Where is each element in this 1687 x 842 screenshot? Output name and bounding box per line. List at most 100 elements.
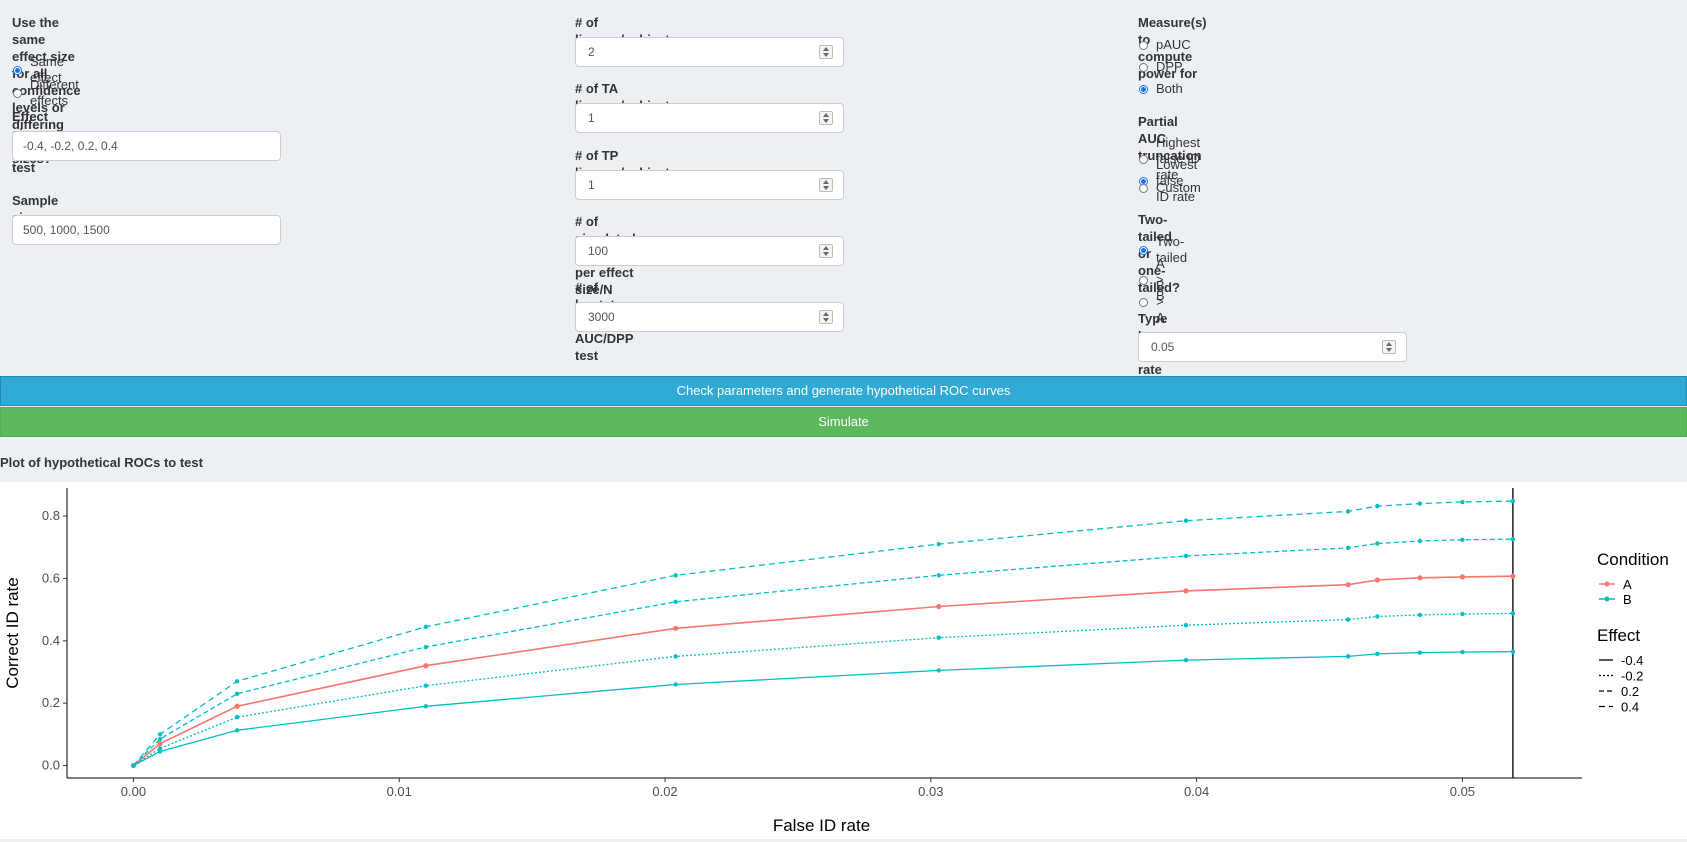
radio-highest-false-id[interactable]: Highest false ID rate [1139, 135, 1200, 183]
radio-label: Lowest false ID rate [1156, 157, 1198, 204]
radio-a-greater-b[interactable]: A > B [1139, 256, 1165, 304]
roc-point-B [1375, 541, 1380, 546]
radio-selected-icon[interactable] [1139, 245, 1148, 255]
roc-point-A [673, 625, 679, 631]
roc-point-A [157, 741, 163, 747]
roc-point-B [1345, 509, 1351, 514]
roc-point-B [423, 644, 429, 650]
roc-point-B [234, 714, 240, 720]
bootstraps-label: # of bootstraps per AUC/DPP test [575, 280, 642, 363]
roc-point-B [936, 668, 941, 673]
radio-pauc[interactable]: pAUC [1139, 37, 1191, 53]
roc-point-B [1345, 545, 1351, 551]
radio-label: Two-tailed [1156, 234, 1188, 265]
y-tick-label: 0.4 [42, 633, 60, 648]
radio-unselected-icon[interactable] [1139, 297, 1148, 307]
radio-selected-icon[interactable] [13, 65, 22, 75]
x-tick-label: 0.05 [1450, 784, 1475, 799]
radio-custom[interactable]: Custom [1139, 180, 1201, 196]
ta-lineups-input[interactable]: 1 [575, 103, 844, 133]
legend-effect-label: 0.2 [1621, 684, 1639, 699]
sample-sizes-input[interactable]: 500, 1000, 1500 [12, 215, 281, 245]
generate-roc-button[interactable]: Check parameters and generate hypothetic… [0, 376, 1687, 406]
roc-point-B [1375, 651, 1380, 657]
y-tick-label: 0.8 [42, 508, 60, 523]
roc-point-B [1417, 538, 1423, 544]
roc-point-B [157, 749, 163, 754]
radio-b-greater-a[interactable]: B > A [1139, 278, 1165, 326]
roc-point-B [1183, 518, 1189, 523]
radio-two-tailed[interactable]: Two-tailed [1139, 234, 1187, 266]
radio-unselected-icon[interactable] [13, 88, 22, 98]
roc-point-A [1183, 588, 1189, 594]
roc-point-B [1345, 654, 1351, 659]
radio-unselected-icon[interactable] [1139, 275, 1148, 285]
roc-line-B--0.4 [133, 651, 1513, 767]
radio-label: Same effect [30, 54, 64, 85]
legend-condition-title: Condition [1597, 550, 1669, 569]
roc-point-B [1417, 501, 1423, 506]
legend-effect-title: Effect [1597, 626, 1640, 645]
radio-unselected-icon[interactable] [1139, 183, 1148, 193]
roc-point-A [1510, 573, 1516, 579]
spinner-icon[interactable] [819, 178, 833, 192]
spinner-icon[interactable] [819, 244, 833, 258]
radio-dpp[interactable]: DPP [1139, 59, 1183, 75]
spinner-icon[interactable] [819, 111, 833, 125]
roc-point-B [936, 635, 941, 640]
roc-chart-svg: 0.00 0.01 0.02 0.03 0.04 0.050.00.20.40.60.8F… [3, 488, 1669, 835]
x-tick-label: 0.02 [652, 784, 677, 799]
x-tick-label: 0.04 [1184, 784, 1209, 799]
lineups-per-subject-input[interactable]: 2 [575, 37, 844, 67]
roc-point-B [936, 573, 941, 578]
radio-both[interactable]: Both [1139, 81, 1183, 97]
roc-point-A [1345, 582, 1351, 588]
x-tick-label: 0.00 [121, 784, 146, 799]
radio-label: DPP [1156, 59, 1183, 74]
roc-point-A [423, 663, 429, 669]
roc-line-B-0.4 [132, 500, 1513, 766]
bootstraps-input[interactable]: 3000 [575, 302, 844, 332]
roc-point-B [1510, 498, 1516, 504]
roc-point-B [234, 728, 240, 733]
roc-point-B [157, 746, 163, 751]
radio-label: A > B [1156, 256, 1165, 303]
legend-effect-label: -0.2 [1621, 669, 1643, 684]
roc-point-B [1510, 536, 1516, 542]
radio-different-effects[interactable]: Different effects [13, 77, 79, 109]
y-axis-title: Correct ID rate [3, 577, 22, 688]
simulate-button[interactable]: Simulate [0, 407, 1687, 437]
roc-point-B [234, 691, 240, 697]
radio-label: B > A [1156, 278, 1165, 325]
radio-same-effect[interactable]: Same effect [13, 54, 64, 86]
roc-point-B [1183, 623, 1189, 628]
input-value: 3000 [588, 310, 615, 324]
simulated-samples-input[interactable]: 100 [575, 236, 844, 266]
input-value: 0.05 [1151, 340, 1175, 354]
alpha-input[interactable]: 0.05 [1138, 332, 1407, 362]
roc-point-B [673, 682, 678, 687]
roc-point-B [157, 736, 163, 742]
input-value: 1 [588, 111, 595, 125]
roc-point-B [1183, 657, 1189, 663]
roc-point-B [1417, 612, 1423, 618]
roc-point-B [1460, 649, 1465, 655]
roc-point-B [1345, 617, 1351, 622]
radio-unselected-icon[interactable] [1139, 154, 1148, 164]
tp-lineups-input[interactable]: 1 [575, 170, 844, 200]
legend-effect-label: 0.4 [1621, 700, 1639, 715]
radio-lowest-false-id[interactable]: Lowest false ID rate [1139, 157, 1197, 205]
spinner-icon[interactable] [819, 310, 833, 324]
spinner-icon[interactable] [1382, 340, 1396, 354]
radio-selected-icon[interactable] [1139, 84, 1148, 94]
y-tick-label: 0.2 [42, 695, 60, 710]
effect-sizes-input[interactable]: -0.4, -0.2, 0.2, 0.4 [12, 131, 281, 161]
spinner-icon[interactable] [819, 45, 833, 59]
legend-key-point [1604, 596, 1610, 602]
radio-unselected-icon[interactable] [1139, 40, 1148, 50]
radio-unselected-icon[interactable] [1139, 62, 1148, 72]
roc-point-B [423, 704, 429, 709]
radio-label: Highest false ID rate [1156, 135, 1201, 182]
roc-point-A [234, 703, 240, 709]
legend-effect-label: -0.4 [1621, 653, 1643, 668]
